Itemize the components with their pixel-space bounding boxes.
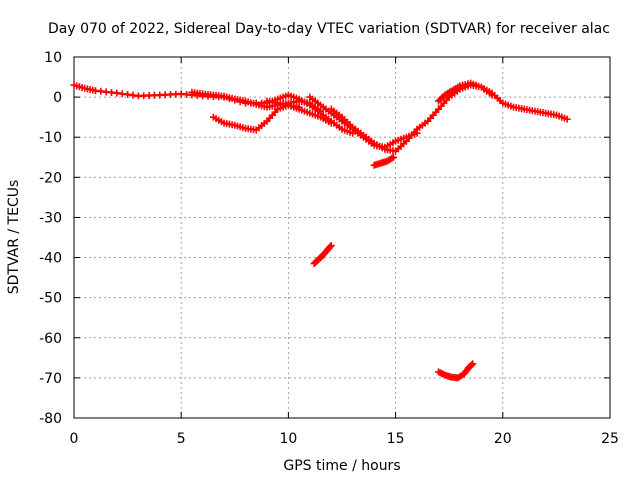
data-point xyxy=(563,115,571,123)
plot-frame xyxy=(73,56,611,419)
series-sat-j xyxy=(434,360,477,382)
y-tick-label: 10 xyxy=(44,50,62,66)
data-point xyxy=(317,107,325,115)
y-tick-label: -40 xyxy=(39,251,62,267)
series-sat-d xyxy=(263,97,335,127)
x-tick-label: 15 xyxy=(387,431,405,447)
series-sat-a xyxy=(70,81,357,137)
series-sat-h xyxy=(434,79,496,105)
data-point xyxy=(327,119,335,127)
y-tick-label: -20 xyxy=(39,170,62,186)
y-tick-label: -60 xyxy=(39,331,62,347)
grid xyxy=(74,57,610,418)
x-tick-label: 25 xyxy=(601,431,619,447)
x-tick-labels: 0 5 10 15 20 25 xyxy=(70,431,619,447)
data-point xyxy=(468,361,476,369)
x-tick-label: 20 xyxy=(494,431,512,447)
y-axis-label: SDTVAR / TECUs xyxy=(6,180,22,295)
data-point xyxy=(327,242,335,250)
y-tick-label: -70 xyxy=(39,371,62,387)
chart-title: Day 070 of 2022, Sidereal Day-to-day VTE… xyxy=(48,21,610,37)
y-tick-label: -10 xyxy=(39,130,62,146)
y-tick-label: -80 xyxy=(39,411,62,427)
y-tick-label: 0 xyxy=(53,90,62,106)
series-layer xyxy=(70,79,571,382)
x-tick-label: 0 xyxy=(70,431,79,447)
y-tick-labels: 10 0 -10 -20 -30 -40 -50 -60 -70 -80 xyxy=(39,50,62,427)
x-tick-label: 10 xyxy=(279,431,297,447)
axes-ticks xyxy=(73,56,611,419)
data-point xyxy=(326,243,334,251)
x-axis-label: GPS time / hours xyxy=(283,458,400,474)
y-tick-label: -30 xyxy=(39,210,62,226)
data-point xyxy=(469,360,477,368)
series-sat-i xyxy=(310,242,335,268)
data-point xyxy=(488,91,496,99)
data-point xyxy=(389,153,397,161)
series-sat-g xyxy=(370,153,397,169)
y-tick-label: -50 xyxy=(39,291,62,307)
x-tick-label: 5 xyxy=(177,431,186,447)
